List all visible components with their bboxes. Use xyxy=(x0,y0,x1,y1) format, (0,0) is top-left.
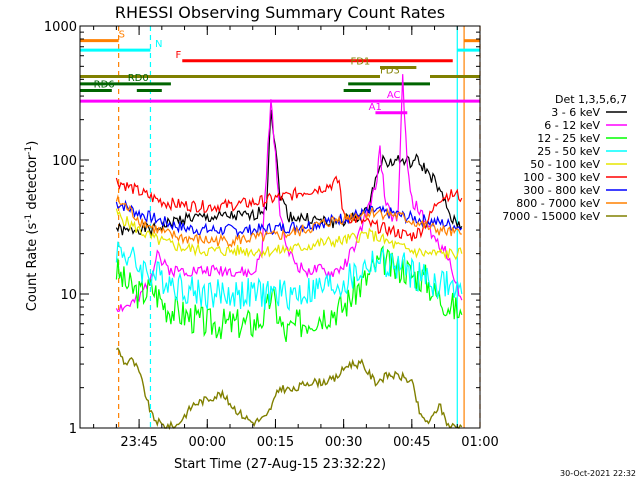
series-layer xyxy=(115,74,463,431)
axis-layer: 1 10 100 1000 23:45 00:00 00:15 00:30 00:45 01:00 xyxy=(44,20,499,450)
series-line xyxy=(115,175,463,242)
flag-label: A1 xyxy=(369,102,382,113)
flag-label: RD6 xyxy=(94,80,115,91)
series-line xyxy=(115,208,463,261)
series-line xyxy=(115,194,462,248)
legend-entry-label: 7000 - 15000 keV xyxy=(502,210,600,223)
y-axis-label-group: Count Rate (s-1 detector-1) xyxy=(24,141,40,312)
legend-entry-label: 800 - 7000 keV xyxy=(516,197,600,210)
legend-entry-label: 25 - 50 keV xyxy=(537,145,600,158)
series-line xyxy=(115,74,463,313)
legend-entry-label: 6 - 12 keV xyxy=(544,119,600,132)
x-tick-label: 00:15 xyxy=(257,435,294,450)
legend-entry-label: 12 - 25 keV xyxy=(537,132,600,145)
flag-label: FD1 xyxy=(350,57,370,68)
x-tick-label: 00:30 xyxy=(325,435,362,450)
y-axis-label: Count Rate (s-1 detector-1) xyxy=(24,141,40,312)
flag-label: FD3 xyxy=(380,65,400,76)
x-tick-label: 23:45 xyxy=(120,435,157,450)
series-line xyxy=(115,199,463,238)
legend-entry-label: 100 - 300 keV xyxy=(523,171,600,184)
y-tick-label: 1000 xyxy=(44,20,77,35)
y-tick-label: 10 xyxy=(60,288,77,303)
legend-entry-label: 3 - 6 keV xyxy=(551,106,600,119)
x-tick-label: 00:00 xyxy=(189,435,226,450)
series-line xyxy=(115,109,463,237)
series-line xyxy=(115,245,463,343)
y-label-mid: detector xyxy=(25,154,40,214)
x-tick-label: 01:00 xyxy=(461,435,498,450)
x-axis-label: Start Time (27-Aug-15 23:32:22) xyxy=(174,457,386,472)
y-label-prefix: Count Rate (s xyxy=(25,223,40,312)
flag-label: AC xyxy=(387,90,401,101)
footer-timestamp: 30-Oct-2021 22:32 xyxy=(560,469,636,478)
y-tick-label: 1 xyxy=(69,422,77,437)
legend-entry-label: 300 - 800 keV xyxy=(523,184,600,197)
x-tick-label: 00:45 xyxy=(393,435,430,450)
y-label-suffix: ) xyxy=(25,141,40,146)
y-label-exp2: -1 xyxy=(24,146,34,155)
flag-label: F xyxy=(175,50,181,61)
legend-entry-label: 50 - 100 keV xyxy=(530,158,600,171)
chart-title: RHESSI Observing Summary Count Rates xyxy=(115,3,445,22)
flag-label: N xyxy=(155,39,162,50)
y-tick-label: 100 xyxy=(52,154,77,169)
series-line xyxy=(115,241,463,312)
marker-layer: S N F FD1 FD3 RD0 RD6 AC A1 xyxy=(80,26,481,428)
series-line xyxy=(115,347,463,431)
flag-label: S xyxy=(119,30,125,41)
flag-label: RD0 xyxy=(128,73,149,84)
plot-frame xyxy=(79,25,481,429)
legend-header: Det 1,3,5,6,7 xyxy=(555,93,627,106)
y-label-exp1: -1 xyxy=(24,214,34,223)
